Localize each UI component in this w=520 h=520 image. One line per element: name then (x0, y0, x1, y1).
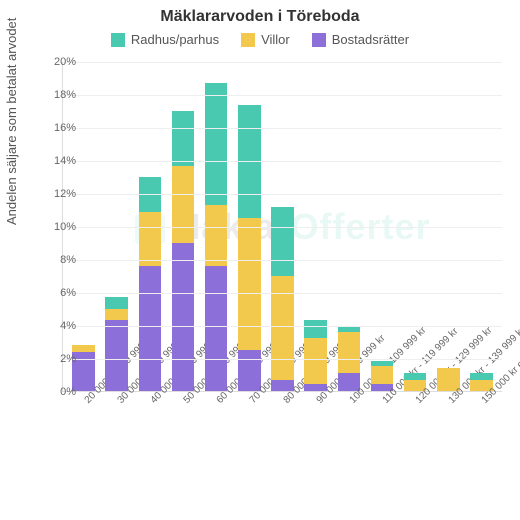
legend-swatch-icon (111, 33, 125, 47)
bar-segment (72, 345, 95, 352)
bar-segment (172, 166, 195, 243)
y-tick-label: 10% (36, 221, 76, 233)
bar-segment (105, 320, 128, 391)
legend-item: Bostadsrätter (312, 32, 409, 47)
bar-segment (304, 338, 327, 384)
legend-swatch-icon (241, 33, 255, 47)
legend-label: Bostadsrätter (332, 32, 409, 47)
bar-segment (238, 218, 261, 350)
legend-label: Radhus/parhus (131, 32, 219, 47)
bar-segment (271, 207, 294, 276)
gridline (63, 326, 502, 327)
bar-segment (470, 373, 493, 380)
gridline (63, 194, 502, 195)
gridline (63, 260, 502, 261)
chart-container: Mäklararvoden i Töreboda Radhus/parhus Vi… (0, 0, 520, 520)
bar-segment (139, 266, 162, 391)
y-tick-label: 12% (36, 188, 76, 200)
plot-area: MäklarOfferter 20 000 kr - 29 999 kr30 0… (62, 62, 502, 392)
y-tick-label: 16% (36, 122, 76, 134)
y-tick-label: 0% (36, 386, 76, 398)
legend: Radhus/parhus Villor Bostadsrätter (0, 32, 520, 47)
gridline (63, 359, 502, 360)
bar-segment (172, 111, 195, 165)
chart-title: Mäklararvoden i Töreboda (0, 0, 520, 26)
gridline (63, 293, 502, 294)
y-axis-label: Andelen säljare som betalat arvodet (4, 18, 19, 225)
bar-segment (105, 297, 128, 309)
bar-segment (105, 309, 128, 321)
bar-segment (238, 350, 261, 391)
gridline (63, 62, 502, 63)
bar-segment (172, 243, 195, 391)
bar-segment (139, 212, 162, 266)
y-tick-label: 4% (36, 320, 76, 332)
gridline (63, 161, 502, 162)
bar-segment (338, 332, 361, 373)
bar-segment (205, 266, 228, 391)
y-tick-label: 8% (36, 254, 76, 266)
bar-segment (371, 366, 394, 384)
gridline (63, 227, 502, 228)
y-tick-label: 18% (36, 89, 76, 101)
bar-segment (205, 83, 228, 205)
y-tick-label: 2% (36, 353, 76, 365)
bar-segment (205, 205, 228, 266)
y-tick-label: 14% (36, 155, 76, 167)
bar-segment (404, 373, 427, 380)
bar-segment (271, 276, 294, 380)
y-tick-label: 6% (36, 287, 76, 299)
gridline (63, 95, 502, 96)
legend-item: Radhus/parhus (111, 32, 219, 47)
gridline (63, 128, 502, 129)
y-tick-label: 20% (36, 56, 76, 68)
legend-swatch-icon (312, 33, 326, 47)
bar-segment (304, 320, 327, 338)
legend-label: Villor (261, 32, 290, 47)
legend-item: Villor (241, 32, 290, 47)
